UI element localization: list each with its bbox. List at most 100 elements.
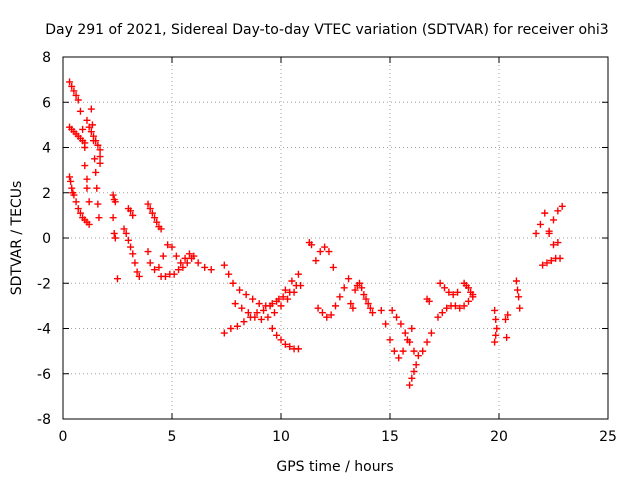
data-point xyxy=(68,184,76,192)
series-arc-w xyxy=(423,295,433,305)
y-tick-label: -4 xyxy=(37,322,51,338)
data-point xyxy=(236,286,244,294)
data-point xyxy=(410,367,418,375)
data-point xyxy=(135,272,143,280)
y-axis-label: SDTVAR / TECUs xyxy=(9,181,25,296)
data-point xyxy=(194,259,202,267)
data-point xyxy=(327,311,335,319)
data-point xyxy=(273,331,281,339)
series-arc-af xyxy=(545,202,566,237)
series-arc-ab xyxy=(502,311,512,342)
data-point xyxy=(438,309,446,317)
data-point xyxy=(469,293,477,301)
data-point xyxy=(541,209,549,217)
data-point xyxy=(72,91,80,99)
data-point xyxy=(390,347,398,355)
data-point xyxy=(70,191,78,199)
data-point xyxy=(349,304,357,312)
data-point xyxy=(397,320,405,328)
data-point xyxy=(493,325,501,332)
data-point xyxy=(332,302,339,310)
x-tick-label: 5 xyxy=(168,429,177,445)
data-point xyxy=(423,338,431,346)
data-point xyxy=(425,297,433,305)
data-point xyxy=(456,304,464,312)
data-point xyxy=(275,295,283,303)
data-point xyxy=(286,343,294,351)
data-point xyxy=(279,293,287,301)
data-point xyxy=(249,295,257,303)
x-tick-label: 15 xyxy=(381,429,399,445)
data-point xyxy=(168,243,176,251)
data-point xyxy=(183,259,191,267)
x-tick-label: 25 xyxy=(599,429,617,445)
data-point xyxy=(93,184,101,192)
series-arc-j xyxy=(144,241,215,274)
data-point xyxy=(532,229,540,237)
data-point xyxy=(181,254,189,262)
series-arc-k xyxy=(157,254,196,280)
data-point xyxy=(109,191,117,199)
data-point xyxy=(157,225,165,233)
data-point xyxy=(268,300,276,308)
data-point xyxy=(220,329,228,337)
data-point xyxy=(255,300,263,308)
data-point xyxy=(172,252,180,260)
data-point xyxy=(460,302,468,310)
data-point xyxy=(336,293,344,301)
data-point xyxy=(419,347,427,355)
data-point xyxy=(536,220,544,228)
data-point xyxy=(294,270,302,278)
chart-title: Day 291 of 2021, Sidereal Day-to-day VTE… xyxy=(45,22,608,38)
data-point xyxy=(539,261,547,269)
data-point xyxy=(451,302,459,310)
data-point xyxy=(96,146,104,154)
data-point xyxy=(96,159,104,167)
data-point xyxy=(445,288,453,296)
data-point xyxy=(388,306,396,314)
data-point xyxy=(281,286,289,294)
data-point xyxy=(345,275,353,283)
y-tick-label: 8 xyxy=(42,50,51,66)
data-point xyxy=(454,288,462,296)
data-point xyxy=(550,216,557,224)
data-point xyxy=(161,272,169,280)
data-point xyxy=(410,347,418,355)
series-arc-ad xyxy=(532,209,562,249)
series-arc-m xyxy=(220,261,302,310)
y-tick-label: -6 xyxy=(37,367,51,383)
data-point xyxy=(179,263,187,271)
data-point xyxy=(503,334,511,342)
data-point xyxy=(91,155,99,163)
data-point xyxy=(76,209,84,217)
series-arc-i xyxy=(144,200,165,233)
series-arc-v xyxy=(406,361,420,389)
data-point xyxy=(491,306,499,314)
series-arc-u xyxy=(388,306,435,360)
y-tick-label: 6 xyxy=(42,95,51,111)
data-point xyxy=(90,132,98,140)
series-arc-c xyxy=(66,173,93,228)
data-point xyxy=(155,263,163,271)
data-point xyxy=(68,82,76,90)
data-point xyxy=(260,306,268,314)
data-point xyxy=(492,331,500,339)
data-point xyxy=(133,268,141,276)
series-arc-z xyxy=(460,279,477,301)
data-point xyxy=(554,239,562,247)
series-arc-p xyxy=(305,239,316,249)
data-point xyxy=(146,259,154,267)
data-point xyxy=(164,241,172,249)
data-point xyxy=(122,229,130,237)
data-point xyxy=(408,374,416,382)
data-point xyxy=(547,257,555,265)
data-point xyxy=(175,266,183,274)
data-point xyxy=(92,168,100,176)
data-point xyxy=(268,325,276,332)
data-point xyxy=(408,325,416,332)
data-point xyxy=(238,304,246,312)
data-point xyxy=(94,200,102,208)
data-point xyxy=(177,259,185,267)
data-point xyxy=(66,78,74,86)
data-point xyxy=(441,284,448,292)
